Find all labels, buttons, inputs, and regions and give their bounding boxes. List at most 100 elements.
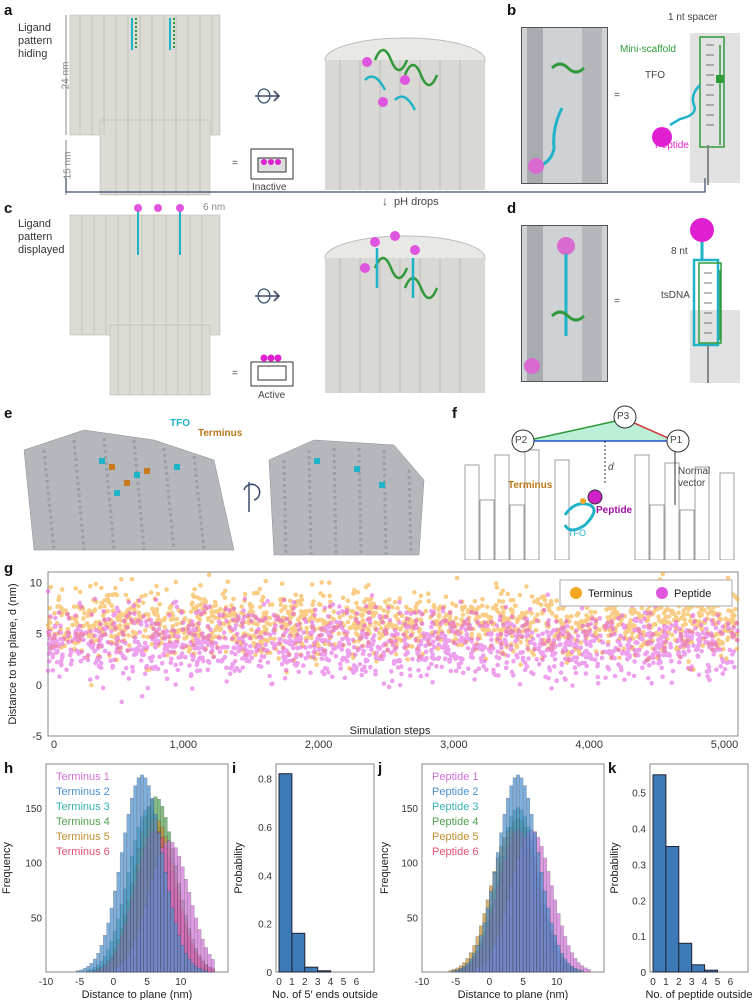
scatter-point: [182, 616, 188, 621]
scatter-point: [237, 668, 242, 673]
scatter-point: [269, 602, 275, 607]
scatter-point: [263, 578, 269, 584]
scatter-point: [416, 668, 421, 673]
scatter-point: [462, 640, 468, 646]
scatter-point: [354, 611, 360, 616]
scatter-point: [497, 617, 503, 623]
scatter-point: [101, 608, 106, 614]
scatter-point: [731, 649, 736, 654]
scatter-point: [451, 624, 457, 629]
scatter-point: [164, 676, 170, 681]
scatter-point: [551, 639, 556, 645]
scatter-point: [426, 591, 431, 596]
scatter-point: [344, 658, 350, 664]
scatter-point: [331, 646, 336, 651]
scatter-point: [547, 608, 552, 613]
scatter-point: [118, 645, 123, 650]
scatter-point: [607, 614, 613, 620]
scatter-point: [662, 628, 668, 633]
scatter-point: [562, 656, 568, 662]
scatter-point: [233, 622, 239, 628]
hist-bar: [512, 777, 517, 973]
scatter-point: [342, 675, 348, 681]
scatter-point: [175, 667, 181, 673]
y-tick-label: 0: [640, 968, 646, 979]
scatter-point: [508, 597, 514, 603]
scatter-point: [350, 637, 356, 643]
scatter-point: [123, 665, 129, 671]
scatter-point: [676, 610, 681, 616]
scatter-point: [55, 644, 61, 649]
scatter-point: [190, 657, 196, 663]
scatter-point: [673, 615, 679, 620]
scatter-point: [74, 648, 79, 654]
x-tick-label: 3,000: [440, 739, 468, 751]
scatter-point: [205, 623, 211, 629]
bar-1: [665, 846, 680, 973]
panel-label-h: h: [4, 760, 14, 777]
scatter-point: [592, 657, 598, 663]
hist-bar: [153, 814, 158, 973]
legend-label: Peptide: [674, 588, 711, 600]
scatter-point: [52, 635, 57, 641]
scatter-point: [329, 642, 335, 648]
scatter-point: [476, 614, 482, 620]
scatter-point: [171, 649, 176, 655]
scatter-point: [363, 604, 369, 609]
scatter-point: [359, 667, 365, 672]
scatter-point: [377, 635, 383, 641]
hist-bar: [187, 958, 192, 973]
y-tick-label: 0: [266, 968, 272, 979]
scatter-point: [429, 648, 434, 653]
scatter-point: [434, 664, 439, 669]
scatter-point: [435, 656, 441, 662]
scatter-point: [153, 644, 158, 650]
scatter-point: [229, 603, 234, 608]
panel-label-a: a: [4, 2, 13, 19]
scatter-point: [483, 612, 489, 618]
scatter-point: [239, 604, 244, 609]
scatter-point: [169, 656, 174, 662]
scatter-point: [92, 633, 98, 639]
scatter-point: [507, 630, 512, 636]
scatter-point: [118, 650, 123, 656]
scatter-point: [602, 623, 608, 629]
scatter-point: [271, 612, 277, 618]
scatter-point: [325, 614, 331, 619]
scatter-point: [258, 658, 263, 664]
scatter-point: [588, 609, 593, 615]
scatter-point: [89, 682, 94, 688]
scatter-point: [343, 635, 349, 640]
scatter-point: [282, 675, 288, 681]
y-tick-label: 0.3: [632, 860, 646, 871]
scatter-point: [459, 626, 464, 631]
scatter-point: [395, 606, 400, 611]
scatter-point: [526, 656, 531, 661]
hist-bar: [536, 852, 541, 973]
tfo-label-e: TFO: [170, 418, 190, 429]
scatter-point: [367, 616, 373, 621]
scatter-point: [594, 652, 600, 657]
scatter-point: [612, 632, 617, 637]
scatter-point: [609, 606, 614, 611]
dim-15nm: 15 nm: [62, 151, 74, 180]
scatter-point: [153, 621, 158, 627]
y-tick-label: 10: [30, 577, 42, 589]
ph-drops-label: pH drops: [394, 196, 439, 208]
scatter-point: [626, 671, 632, 676]
scatter-point: [488, 615, 494, 620]
scatter-point: [423, 649, 429, 654]
x-tick-label: 4: [702, 977, 708, 988]
scatter-point: [606, 667, 612, 672]
scatter-point: [75, 604, 81, 610]
scatter-point: [96, 625, 102, 630]
scatter-point: [476, 605, 481, 610]
scatter-point: [344, 610, 350, 616]
scatter-point: [90, 642, 96, 647]
scatter-point: [119, 577, 124, 582]
scatter-point: [162, 636, 168, 641]
scatter-point: [345, 648, 351, 653]
scatter-point: [495, 649, 501, 654]
hist-bar: [479, 935, 483, 973]
